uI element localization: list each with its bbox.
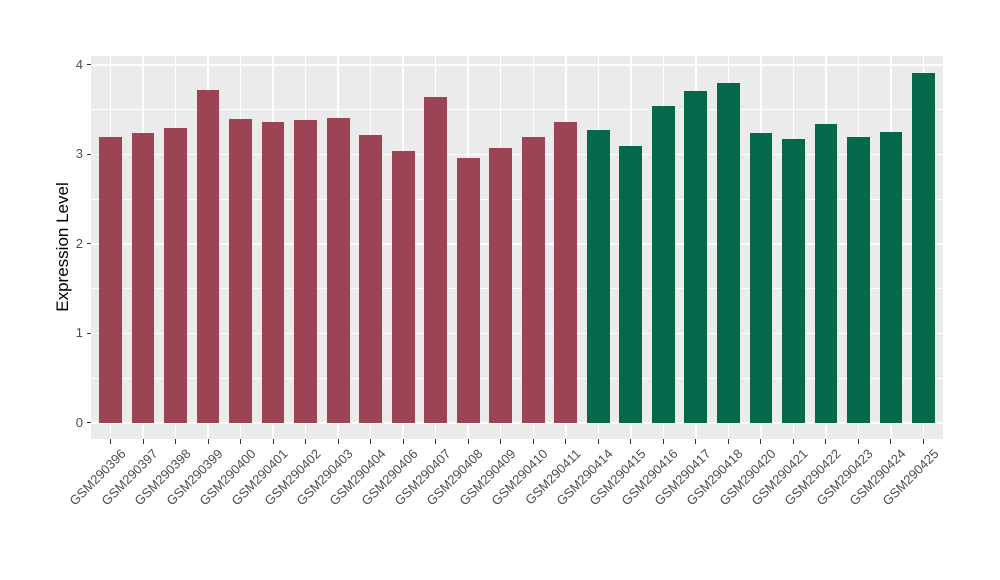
- bar: [261, 122, 285, 423]
- x-tick-mark: [662, 439, 664, 444]
- y-axis-title: Expression Level: [53, 182, 72, 312]
- gridline-major-h: [91, 153, 943, 156]
- x-tick-mark: [565, 439, 567, 444]
- bar: [489, 148, 513, 423]
- x-tick-mark: [760, 439, 762, 444]
- bar: [294, 120, 317, 423]
- bar: [684, 90, 708, 423]
- x-tick-mark: [500, 439, 502, 444]
- bar: [391, 150, 415, 423]
- bar: [326, 117, 350, 423]
- gridline-minor-h: [91, 377, 943, 379]
- y-tick-mark: [86, 64, 91, 66]
- bar: [359, 134, 383, 423]
- bar: [131, 132, 155, 423]
- plot-panel: [91, 56, 943, 439]
- y-tick-label: 0: [75, 414, 83, 430]
- bar: [586, 130, 610, 423]
- gridline-major-h: [91, 332, 943, 335]
- gridline-major-h: [91, 64, 943, 66]
- x-tick-mark: [597, 439, 599, 444]
- x-tick-mark: [402, 439, 404, 444]
- x-tick-mark: [532, 439, 534, 444]
- bar: [782, 139, 805, 423]
- x-tick-mark: [370, 439, 372, 444]
- x-tick-mark: [175, 439, 177, 444]
- y-tick-label: 1: [75, 325, 83, 341]
- x-tick-mark: [630, 439, 632, 444]
- y-tick-mark: [86, 332, 91, 334]
- x-tick-mark: [305, 439, 307, 444]
- y-tick-label: 4: [75, 56, 83, 72]
- x-tick-mark: [435, 439, 437, 444]
- y-tick-label: 2: [75, 235, 83, 251]
- x-tick-mark: [240, 439, 242, 444]
- x-tick-mark: [922, 439, 924, 444]
- bar: [196, 90, 220, 423]
- y-tick-label: 3: [75, 146, 83, 162]
- bar: [912, 73, 935, 423]
- x-tick-mark: [825, 439, 827, 444]
- bar: [619, 146, 643, 423]
- x-tick-mark: [110, 439, 111, 444]
- gridline-major-h: [91, 243, 943, 245]
- bar: [814, 124, 838, 423]
- x-tick-mark: [207, 439, 209, 444]
- bar: [847, 136, 870, 423]
- gridline-minor-h: [91, 288, 943, 290]
- y-tick-mark: [86, 243, 91, 245]
- bar: [456, 158, 480, 423]
- bar: [424, 97, 448, 423]
- x-tick-mark: [337, 439, 339, 444]
- bar: [749, 132, 773, 423]
- x-tick-mark: [890, 439, 892, 444]
- x-tick-mark: [792, 439, 794, 444]
- gridline-major-h: [91, 422, 943, 424]
- bar: [651, 106, 675, 423]
- bar: [164, 127, 187, 423]
- gridline-minor-h: [91, 198, 943, 200]
- bar: [716, 82, 740, 423]
- bar: [229, 118, 252, 423]
- x-tick-mark: [695, 439, 697, 444]
- bar: [879, 132, 903, 423]
- bar: [99, 137, 122, 423]
- gridline-minor-h: [91, 109, 943, 111]
- x-tick-mark: [272, 439, 274, 444]
- x-tick-mark: [857, 439, 859, 444]
- bar: [554, 122, 578, 423]
- x-tick-mark: [467, 439, 469, 444]
- x-tick-mark: [142, 439, 144, 444]
- y-tick-mark: [86, 422, 91, 424]
- x-tick-mark: [727, 439, 729, 444]
- y-tick-mark: [86, 153, 91, 155]
- bar: [521, 136, 545, 423]
